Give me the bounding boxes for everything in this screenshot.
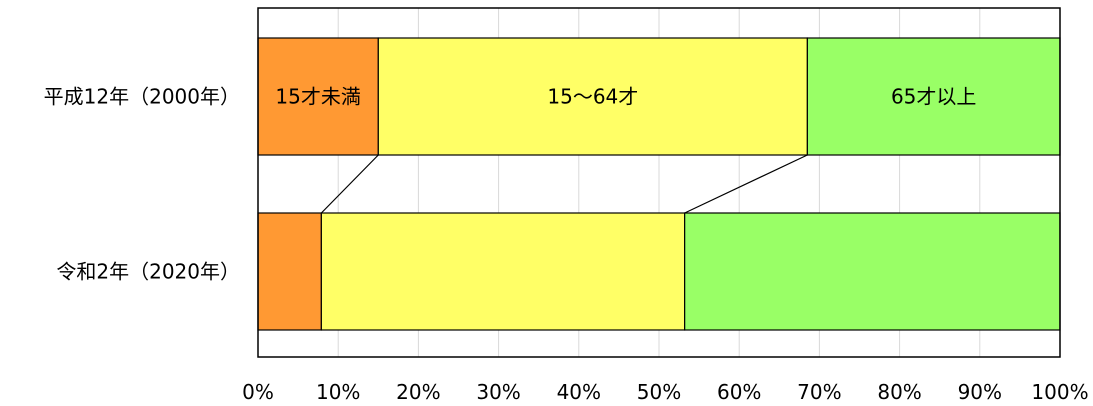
bar-segment: [806, 37, 1061, 156]
x-tick-label: 10%: [316, 380, 360, 404]
plot-border: [257, 7, 1061, 358]
x-tick-label: 0%: [242, 380, 274, 404]
bar-segment: [377, 37, 808, 156]
x-tick-label: 50%: [637, 380, 681, 404]
bar-segment: [320, 212, 686, 331]
segment-label: 15才未満: [275, 85, 360, 109]
segment-label: 15～64才: [547, 85, 638, 109]
segment-label: 65才以上: [891, 85, 976, 109]
x-tick-label: 30%: [476, 380, 520, 404]
bar-segment: [257, 37, 379, 156]
category-label: 平成12年（2000年）: [44, 85, 240, 109]
bar-segment: [684, 212, 1061, 331]
x-tick-label: 90%: [958, 380, 1002, 404]
x-tick-label: 20%: [396, 380, 440, 404]
x-tick-label: 40%: [557, 380, 601, 404]
x-tick-label: 100%: [1031, 380, 1088, 404]
series-line: [320, 154, 379, 214]
x-tick-label: 70%: [797, 380, 841, 404]
x-tick-label: 60%: [717, 380, 761, 404]
bar-segment: [257, 212, 322, 331]
x-tick-label: 80%: [877, 380, 921, 404]
category-label: 令和2年（2020年）: [56, 260, 240, 284]
series-line: [684, 154, 808, 214]
